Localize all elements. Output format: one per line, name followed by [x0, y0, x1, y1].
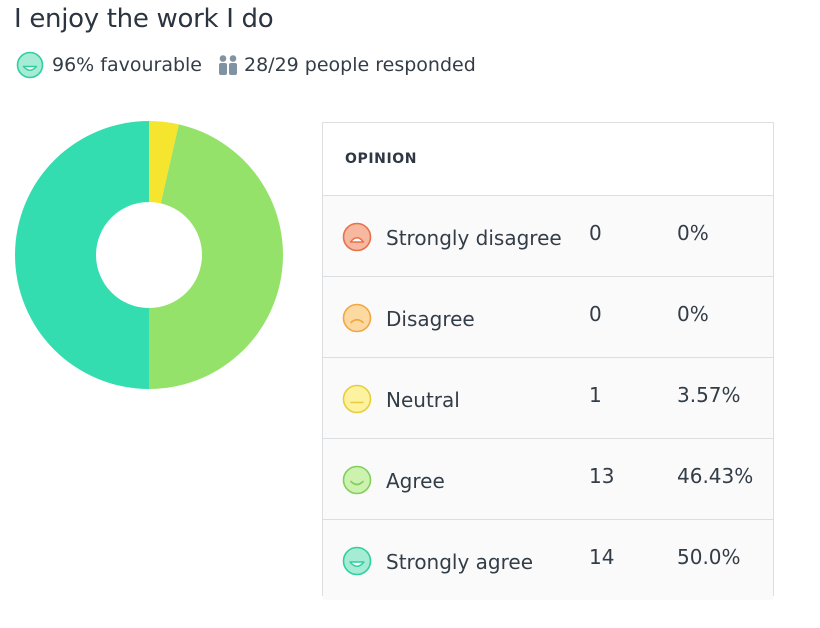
sad-face-icon	[342, 303, 372, 333]
page-title: I enjoy the work I do	[14, 4, 274, 34]
people-icon	[216, 54, 240, 76]
opinion-label: Strongly disagree	[386, 226, 562, 250]
opinion-table-header: OPINION	[323, 123, 773, 196]
opinion-row-agree: Agree 13 46.43%	[323, 439, 773, 520]
response-summary: 96% favourable 28/29 people responded	[16, 51, 476, 79]
opinion-row-disagree: Disagree 0 0%	[323, 277, 773, 358]
donut-slice-strongly-agree	[15, 121, 149, 389]
opinion-count: 14	[589, 545, 615, 569]
smile-face-icon	[342, 465, 372, 495]
opinion-count: 1	[589, 383, 602, 407]
opinion-count: 0	[589, 302, 602, 326]
opinion-percent: 3.57%	[677, 383, 741, 407]
opinion-donut-chart	[15, 121, 283, 389]
opinion-count: 0	[589, 221, 602, 245]
opinion-percent: 46.43%	[677, 464, 754, 488]
very-sad-face-icon	[342, 222, 372, 252]
opinion-label: Agree	[386, 469, 445, 493]
happy-face-icon	[16, 51, 44, 79]
responded-text: 28/29 people responded	[244, 54, 476, 76]
donut-slice-agree	[149, 124, 283, 389]
neutral-face-icon	[342, 384, 372, 414]
opinion-label: Disagree	[386, 307, 475, 331]
opinion-percent: 50.0%	[677, 545, 741, 569]
opinion-row-strongly-disagree: Strongly disagree 0 0%	[323, 196, 773, 277]
opinion-label: Strongly agree	[386, 550, 534, 574]
opinion-count: 13	[589, 464, 615, 488]
opinion-label: Neutral	[386, 388, 460, 412]
responded-stat: 28/29 people responded	[216, 54, 476, 76]
happy-face-icon	[342, 546, 372, 576]
favourable-stat: 96% favourable	[16, 51, 202, 79]
opinion-percent: 0%	[677, 221, 709, 245]
opinion-table: OPINION Strongly disagree 0 0% Disagree …	[322, 122, 774, 600]
opinion-row-strongly-agree: Strongly agree 14 50.0%	[323, 520, 773, 600]
opinion-row-neutral: Neutral 1 3.57%	[323, 358, 773, 439]
donut-slice-neutral	[149, 121, 179, 204]
favourable-text: 96% favourable	[52, 54, 202, 76]
opinion-percent: 0%	[677, 302, 709, 326]
